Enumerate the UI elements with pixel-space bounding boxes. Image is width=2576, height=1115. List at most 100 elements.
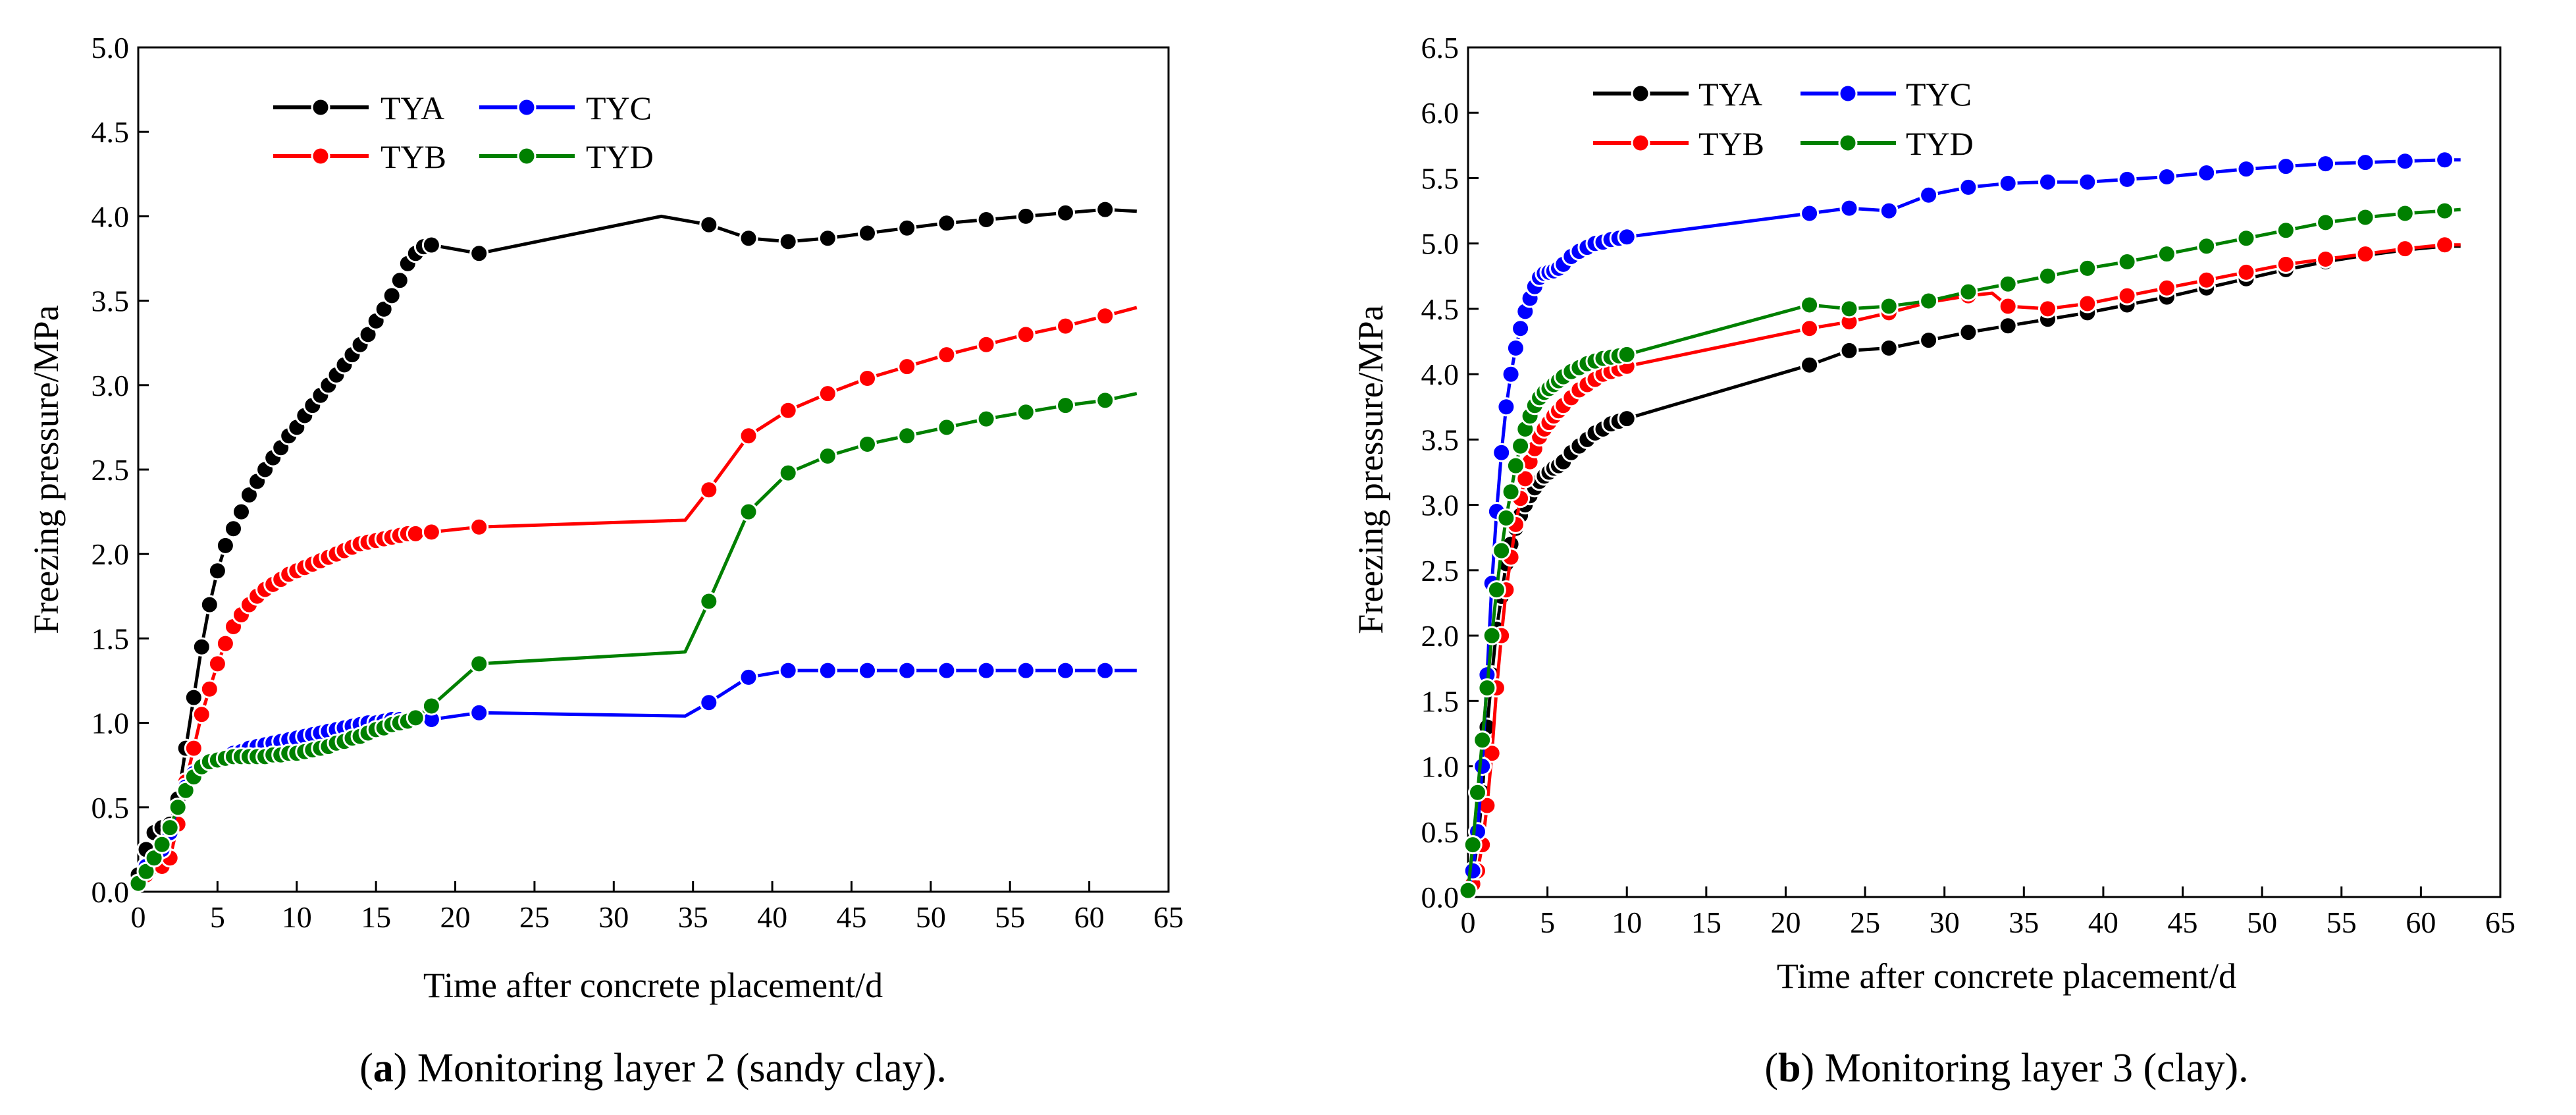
data-point-tyd — [1016, 402, 1036, 422]
data-point-tyc — [2316, 154, 2336, 174]
data-point-tya — [1800, 355, 1820, 375]
data-point-tyb — [1016, 325, 1036, 344]
data-point-tyd — [897, 426, 917, 446]
data-point-tyd — [1056, 396, 1075, 416]
data-point-tyb — [215, 634, 235, 653]
data-point-tya — [184, 688, 203, 707]
data-point-tya — [1056, 203, 1075, 223]
panel-b-y-tick-labels: 0.0 0.5 1.0 1.5 2.0 2.5 3.0 3.5 4.0 4.5 5.0 5.5 6.0 6… — [1421, 31, 1459, 914]
data-point-tyd — [1095, 391, 1115, 410]
data-point-tyd — [2316, 213, 2336, 232]
data-point-tyb — [858, 369, 877, 388]
series-line-tyd — [1466, 207, 2461, 891]
data-point-tyb — [192, 705, 211, 724]
data-point-tyc — [2157, 167, 2176, 186]
data-point-tyb — [897, 357, 917, 377]
legend-marker-tya — [1631, 84, 1650, 103]
data-point-tyd — [1473, 730, 1492, 750]
x-tick-label: 20 — [440, 900, 471, 934]
legend-marker-tyb — [1631, 133, 1650, 153]
x-tick-label: 35 — [2009, 906, 2039, 939]
legend-marker-tyd — [517, 146, 537, 166]
data-point-tyc — [2395, 151, 2415, 171]
x-tick-label: 5 — [1540, 906, 1555, 939]
legend-item-tya: TYA — [273, 90, 444, 126]
data-point-tyc — [1016, 661, 1036, 680]
data-point-tyb — [406, 524, 425, 543]
panel-b-ticks — [1467, 46, 2502, 898]
data-point-tyb — [2038, 299, 2057, 319]
legend-item-tyb: TYB — [273, 138, 446, 175]
panel-b-x-axis-title: Time after concrete placement/d — [1777, 956, 2236, 996]
y-tick-label: 3.5 — [92, 285, 130, 318]
data-point-tyc — [469, 703, 489, 722]
data-point-tyb — [2355, 244, 2375, 264]
data-point-tya — [818, 229, 837, 248]
data-point-tyd — [2038, 266, 2057, 286]
panel-a-legend: TYA TYC TYB TYD — [273, 90, 654, 175]
data-point-tya — [215, 535, 235, 555]
x-tick-label: 10 — [282, 900, 312, 934]
data-point-tya — [207, 561, 227, 581]
legend-marker-tyb — [311, 146, 330, 166]
y-tick-label: 2.0 — [1421, 619, 1459, 653]
x-tick-label: 25 — [1850, 906, 1880, 939]
x-tick-label: 45 — [836, 900, 866, 934]
data-point-tyd — [1492, 541, 1511, 560]
x-tick-label: 55 — [995, 900, 1025, 934]
data-point-tyc — [1506, 339, 1525, 358]
legend-item-tya: TYA — [1593, 76, 1762, 113]
data-point-tya — [1839, 340, 1859, 360]
data-point-tyb — [699, 480, 719, 500]
data-point-tyc — [1998, 173, 2018, 193]
data-point-tyd — [1482, 626, 1502, 645]
legend-label-tyb: TYB — [1698, 125, 1764, 162]
data-point-tyd — [1839, 299, 1859, 319]
data-point-tya — [1998, 316, 2018, 336]
data-point-tyd — [778, 463, 798, 483]
data-point-tyb — [421, 522, 441, 542]
y-tick-label: 3.5 — [1421, 423, 1459, 456]
data-point-tyb — [2435, 235, 2455, 255]
x-tick-label: 30 — [1930, 906, 1960, 939]
panel-b: 0 5 10 15 20 25 30 35 40 45 50 55 60 65 0.0 0.5 1.0 1.5 2… — [1351, 31, 2515, 1091]
data-point-tyc — [1473, 757, 1492, 776]
data-point-tyc — [1501, 364, 1521, 384]
data-point-tyc — [1617, 227, 1637, 247]
data-point-tya — [1919, 331, 1939, 350]
data-point-tyb — [469, 517, 489, 537]
panel-a-x-axis-title: Time after concrete placement/d — [423, 965, 883, 1005]
data-point-tyb — [1800, 319, 1820, 339]
y-tick-label: 1.5 — [92, 622, 130, 655]
data-point-tyc — [1463, 861, 1483, 881]
legend-item-tyc: TYC — [479, 90, 652, 126]
y-tick-label: 1.0 — [92, 707, 130, 740]
data-point-tyb — [2316, 250, 2336, 269]
y-tick-label: 5.0 — [92, 31, 130, 65]
y-tick-label: 3.0 — [1421, 489, 1459, 522]
data-point-tya — [897, 218, 917, 238]
data-point-tyb — [2395, 239, 2415, 259]
data-point-tyd — [2435, 201, 2455, 221]
legend-item-tyb: TYB — [1593, 125, 1764, 162]
panel-b-x-tick-labels: 0 5 10 15 20 25 30 35 40 45 50 55 60 65 — [1461, 906, 2516, 939]
data-point-tyc — [1800, 204, 1820, 223]
series-line-tyc — [136, 668, 1137, 884]
y-tick-label: 2.0 — [92, 537, 130, 571]
data-point-tyd — [1617, 344, 1637, 364]
y-tick-label: 2.5 — [92, 453, 130, 487]
data-point-tyc — [2355, 153, 2375, 173]
data-point-tya — [382, 286, 402, 306]
data-point-tyc — [778, 661, 798, 680]
panel-a-y-axis-title: Freezing pressure/MPa — [26, 305, 66, 634]
x-tick-label: 40 — [2088, 906, 2118, 939]
data-point-tya — [232, 502, 251, 522]
data-point-tya — [1958, 323, 1978, 342]
data-point-tyd — [168, 798, 188, 817]
panel-a-y-tick-labels: 0.0 0.5 1.0 1.5 2.0 2.5 3.0 3.5 4.0 4.5 5.0 — [92, 31, 130, 909]
legend-label-tyd: TYD — [586, 138, 654, 175]
legend-marker-tyd — [1838, 133, 1858, 153]
panel-a-x-tick-labels: 0 5 10 15 20 25 30 35 40 45 50 55 60 65 — [131, 900, 1184, 934]
data-point-tyb — [976, 335, 996, 354]
